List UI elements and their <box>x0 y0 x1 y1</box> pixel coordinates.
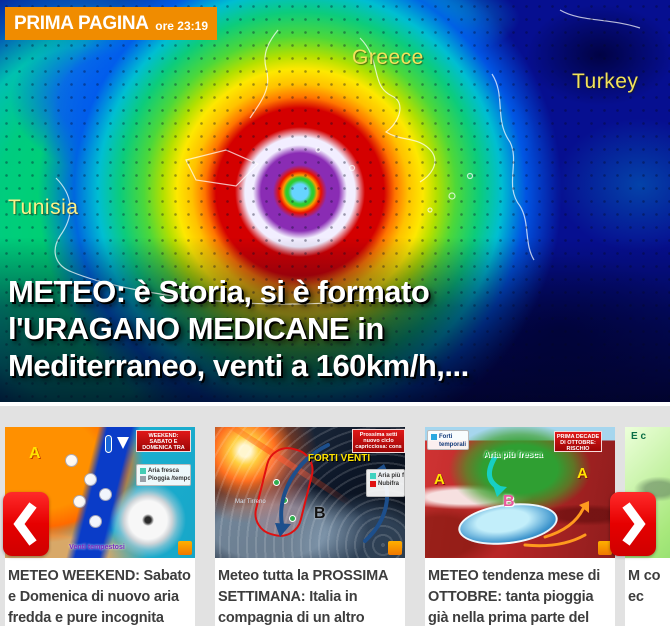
legend-swatch-teal <box>140 468 146 474</box>
chevron-right-icon <box>622 502 646 546</box>
ilmeteo-logo <box>388 541 402 555</box>
carousel-caption[interactable]: METEO WEEKEND: Sabato e Domenica di nuov… <box>8 568 191 626</box>
thumb-legend: Forti temporali <box>427 430 469 450</box>
carousel-item-weekend[interactable]: A WEEKEND: SABATO E DOMENICA TRA MEDICAN… <box>5 427 195 626</box>
sea-label: Mar Tirreno <box>235 499 266 505</box>
weather-dot-icon <box>273 479 280 486</box>
cool-air-text: Aria più fresca <box>483 449 543 459</box>
ilmeteo-logo <box>178 541 192 555</box>
legend-swatch-teal <box>370 473 376 479</box>
thumbnail-weekend-map[interactable]: A WEEKEND: SABATO E DOMENICA TRA MEDICAN… <box>5 427 195 558</box>
thumbnail-ottobre-map[interactable]: Aria più fresca A A B Forti temporali PR… <box>425 427 615 558</box>
carousel-item-ottobre[interactable]: Aria più fresca A A B Forti temporali PR… <box>425 427 615 626</box>
weather-icon <box>99 488 112 501</box>
weather-icon <box>89 515 102 528</box>
legend-label: Aria fresca <box>148 468 180 474</box>
pressure-label-a-right: A <box>577 465 588 482</box>
carousel-item-prossima-settimana[interactable]: FORTI VENTI B Mar Tirreno Prossima setti… <box>215 427 405 626</box>
thumb-banner: Prossima setti nuovo ciclo capricciosa: … <box>352 429 405 453</box>
corner-text: E c <box>631 431 647 442</box>
headline-line-2: l'URAGANO MEDICANE in <box>8 311 384 346</box>
weather-icon <box>73 495 86 508</box>
pressure-label-a: A <box>29 445 41 462</box>
thermometer-icon <box>105 435 112 453</box>
cold-air-arrow-icon <box>117 437 129 449</box>
carousel-caption[interactable]: M co ec <box>628 568 661 605</box>
map-label-tunisia: Tunisia <box>8 196 79 219</box>
legend-swatch-blue <box>431 434 437 440</box>
legend-swatch-gray <box>140 476 146 482</box>
weather-dot-icon <box>289 515 296 522</box>
legend-label: Forti temporali <box>439 434 467 448</box>
chevron-left-icon <box>13 502 37 546</box>
carousel-prev-button[interactable] <box>3 492 49 556</box>
section-timestamp: ore 23:19 <box>155 18 208 33</box>
section-title: PRIMA PAGINA <box>14 12 149 34</box>
map-label-turkey: Turkey <box>572 70 639 93</box>
legend-swatch-red <box>370 481 376 487</box>
legend-label: Aria più f <box>378 473 405 479</box>
carousel-caption[interactable]: Meteo tutta la PROSSIMA SETTIMANA: Itali… <box>218 568 388 626</box>
thumb-note: Venti tempestosi <box>69 544 125 551</box>
news-carousel: A WEEKEND: SABATO E DOMENICA TRA MEDICAN… <box>0 406 670 626</box>
thumb-legend: Aria più f Nubifra <box>366 469 405 497</box>
carousel-next-button[interactable] <box>610 492 656 556</box>
map-label-greece: Greece <box>352 46 424 69</box>
weather-icon <box>65 454 78 467</box>
weather-icon <box>84 473 97 486</box>
pressure-label-b: B <box>503 493 515 510</box>
carousel-caption[interactable]: METEO tendenza mese di OTTOBRE: tanta pi… <box>428 568 601 626</box>
legend-label: Nubifra <box>378 481 399 487</box>
thumbnail-settimana-map[interactable]: FORTI VENTI B Mar Tirreno Prossima setti… <box>215 427 405 558</box>
flow-arrows-graphic <box>487 454 589 548</box>
thumb-banner: PRIMA DECADE DI OTTOBRE: RISCHIO MALTEMP… <box>554 431 602 452</box>
headline-line-1: METEO: è Storia, si è formato <box>8 274 430 309</box>
thumb-banner: WEEKEND: SABATO E DOMENICA TRA MEDICANE … <box>136 430 191 452</box>
hero-news-image[interactable]: Greece Turkey Tunisia METEO: è Storia, s… <box>0 0 670 402</box>
hero-headline-link[interactable]: METEO: è Storia, si è formato l'URAGANO … <box>8 273 668 384</box>
section-header-bar: PRIMA PAGINA ore 23:19 <box>5 7 217 40</box>
pressure-label-b: B <box>314 505 326 522</box>
thumb-legend: Aria fresca Pioggia /temporali <box>136 464 191 486</box>
headline-line-3: Mediterraneo, venti a 160km/h,... <box>8 348 469 383</box>
wind-warning-text: FORTI VENTI <box>307 453 371 464</box>
ilmeteo-logo <box>598 541 612 555</box>
legend-label: Pioggia /temporali <box>148 476 191 482</box>
pressure-label-a-left: A <box>434 471 445 488</box>
